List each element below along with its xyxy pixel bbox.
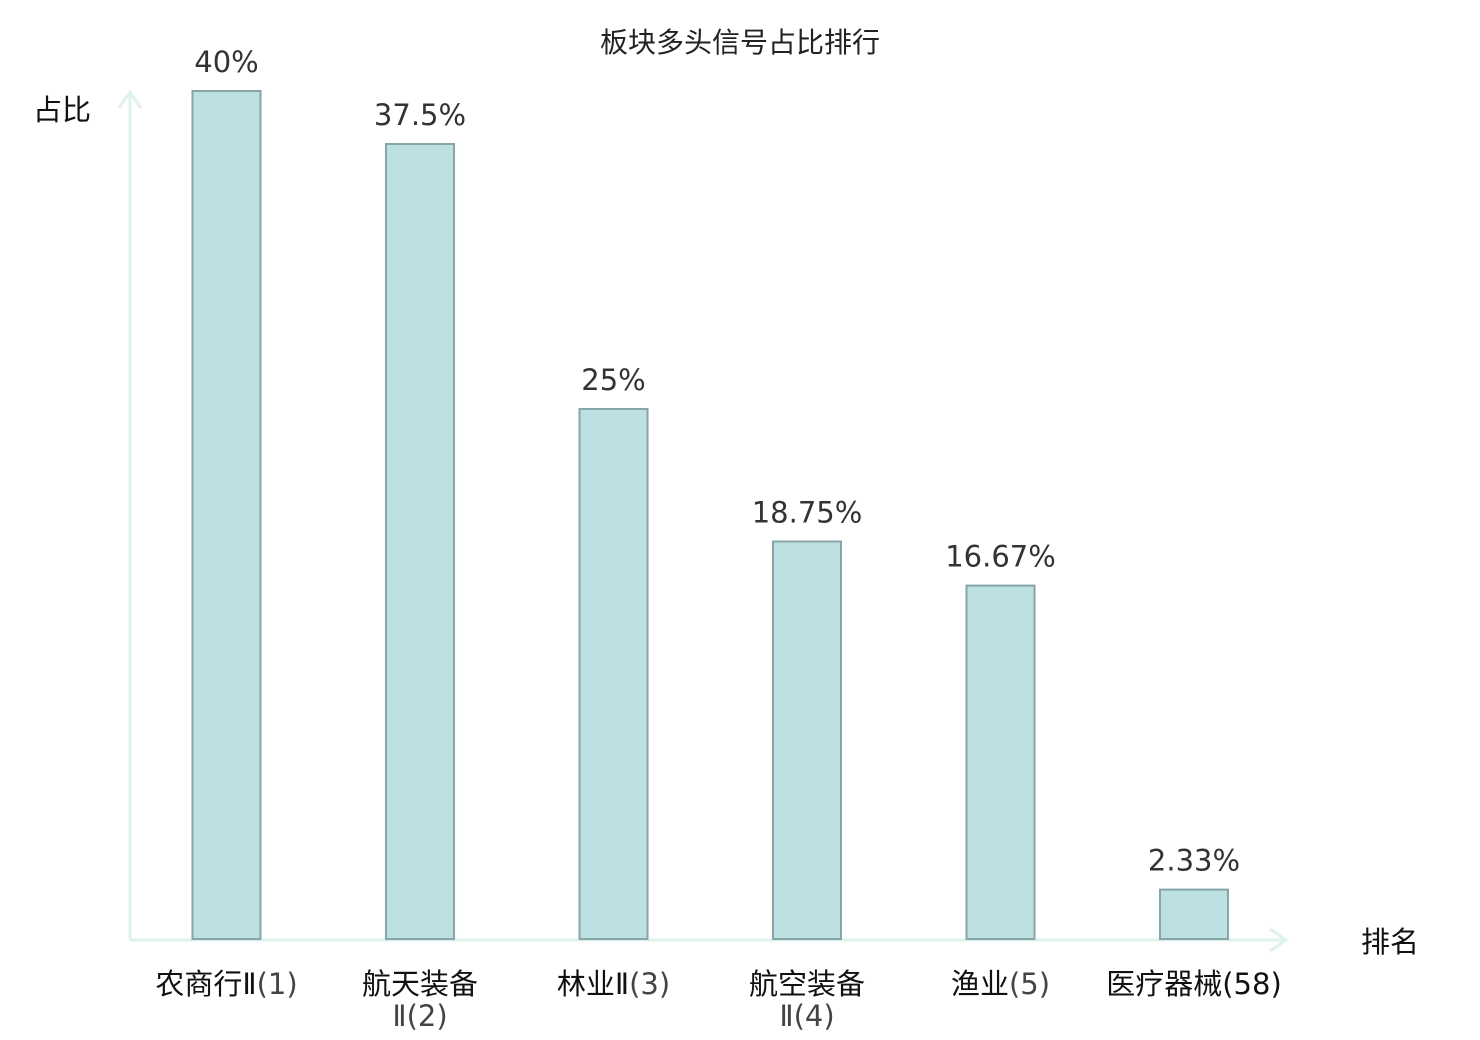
bar-5 — [965, 584, 1036, 940]
chart-title: 板块多头信号占比排行 — [600, 26, 880, 59]
value-labels-group: 40% 37.5% 25% 18.75% 16.67% 2.33% — [194, 45, 1240, 878]
category-label-5: 渔业(5) — [951, 967, 1050, 1001]
value-label-2: 37.5% — [374, 98, 466, 132]
y-axis-arrow-icon — [117, 89, 143, 109]
category-label-1: 农商行Ⅱ(1) — [155, 967, 297, 1001]
value-label-4: 18.75% — [752, 496, 863, 530]
category-label-4-line2: Ⅱ(4) — [779, 999, 834, 1033]
category-label-3: 林业Ⅱ(3) — [557, 967, 670, 1001]
category-label-2: 航天装备 — [362, 967, 478, 1001]
category-label-4: 航空装备 — [749, 967, 865, 1001]
value-label-6: 2.33% — [1148, 844, 1240, 878]
x-axis-arrow-icon — [1269, 927, 1289, 953]
bar-1 — [191, 90, 262, 940]
bar-3 — [578, 408, 649, 940]
bars-group — [191, 90, 1229, 941]
category-label-2-line2: Ⅱ(2) — [392, 999, 447, 1033]
value-label-1: 40% — [194, 45, 258, 79]
bar-2 — [385, 143, 455, 940]
x-axis-label: 排名 — [1361, 925, 1419, 959]
bar-6 — [1159, 888, 1229, 941]
value-label-5: 16.67% — [945, 540, 1056, 574]
bar-4 — [772, 540, 842, 940]
category-label-6: 医疗器械(58) — [1106, 967, 1282, 1001]
y-axis-label: 占比 — [33, 93, 91, 127]
value-label-3: 25% — [581, 363, 645, 397]
